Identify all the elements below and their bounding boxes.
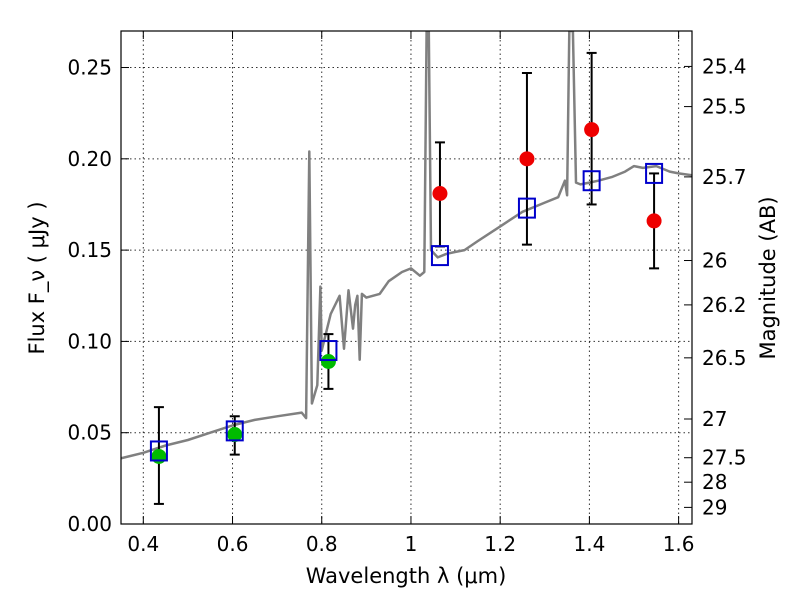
right-tick-label: 26.2 — [702, 293, 747, 317]
model-point-square — [430, 245, 449, 267]
y-tick-label: 0.15 — [67, 238, 112, 262]
axes-layer — [120, 30, 693, 525]
x-tick-label: 1.4 — [573, 532, 605, 556]
x-tick-label: 0.8 — [306, 532, 338, 556]
model-point-square — [645, 162, 664, 184]
model-point-square — [517, 197, 536, 219]
x-tick-label: 1 — [405, 532, 418, 556]
right-tick-label: 25.4 — [702, 54, 747, 78]
tick-label-layer: 0.4 0.6 0.8 1 1.2 1.4 1.6 0.00 0.05 0.10 0.15 0.20 0… — [67, 54, 746, 556]
data-point-circle — [584, 122, 600, 138]
model-point-square — [582, 170, 601, 192]
y-tick-label: 0.00 — [67, 512, 112, 536]
y-tick-label: 0.10 — [67, 329, 112, 353]
data-point-circle — [646, 213, 662, 229]
y-tick-label: 0.25 — [67, 56, 112, 80]
model-spectrum-layer — [121, 31, 692, 460]
data-point-circle — [227, 427, 243, 443]
model-spectrum-line — [121, 31, 692, 460]
marker-layer — [149, 122, 664, 464]
x-tick-label: 1.6 — [663, 532, 695, 556]
right-tick-label: 26.5 — [702, 346, 747, 370]
plot-frame — [120, 30, 693, 525]
model-point-square — [319, 340, 338, 362]
x-tick-label: 0.4 — [127, 532, 159, 556]
x-axis-label: Wavelength λ (μm) — [306, 564, 507, 588]
x-tick-label: 1.2 — [484, 532, 516, 556]
right-tick-label: 25.7 — [702, 165, 747, 189]
x-tick-label: 0.6 — [217, 532, 249, 556]
right-tick-label: 27 — [702, 407, 727, 431]
right-axis-label: Magnitude (AB) — [756, 196, 780, 359]
right-tick-label: 25.5 — [702, 95, 747, 119]
model-point-square — [149, 440, 168, 462]
data-point-circle — [151, 448, 167, 464]
grid-layer — [121, 31, 692, 525]
y-tick-label: 0.05 — [67, 421, 112, 445]
right-tick-label: 29 — [702, 495, 727, 519]
y-axis-label: Flux F_ν ( μJy ) — [25, 201, 50, 354]
model-point-square — [225, 420, 244, 442]
y-tick-label: 0.20 — [67, 147, 112, 171]
data-point-circle — [432, 186, 448, 202]
data-point-circle — [320, 353, 336, 369]
right-tick-label: 28 — [702, 470, 727, 494]
right-tick-label: 26 — [702, 249, 727, 273]
right-tick-label: 27.5 — [702, 446, 747, 470]
data-point-circle — [519, 151, 535, 167]
